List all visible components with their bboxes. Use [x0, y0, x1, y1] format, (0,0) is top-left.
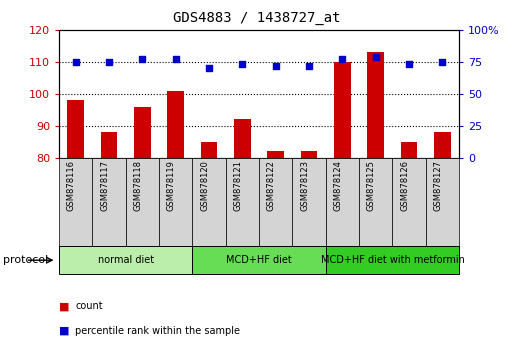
- Bar: [234, 119, 251, 158]
- Text: GSM878124: GSM878124: [333, 160, 343, 211]
- Point: [338, 57, 346, 62]
- Text: GSM878117: GSM878117: [100, 160, 109, 211]
- Point: [271, 63, 280, 69]
- Text: normal diet: normal diet: [97, 255, 154, 265]
- Bar: [367, 52, 384, 158]
- Point: [105, 59, 113, 65]
- Bar: [292, 158, 326, 246]
- Point: [205, 65, 213, 71]
- Text: GSM878126: GSM878126: [400, 160, 409, 211]
- Bar: [59, 158, 92, 246]
- Bar: [192, 158, 226, 246]
- Bar: [301, 151, 318, 158]
- Bar: [92, 158, 126, 246]
- Bar: [101, 132, 117, 158]
- Bar: [67, 100, 84, 158]
- Bar: [159, 158, 192, 246]
- Bar: [326, 158, 359, 246]
- Bar: [134, 107, 151, 158]
- Bar: [126, 158, 159, 246]
- Bar: [59, 246, 192, 274]
- Point: [305, 63, 313, 69]
- Bar: [267, 151, 284, 158]
- Text: GDS4883 / 1438727_at: GDS4883 / 1438727_at: [173, 11, 340, 25]
- Text: ■: ■: [59, 326, 69, 336]
- Point: [371, 54, 380, 60]
- Text: GSM878123: GSM878123: [300, 160, 309, 211]
- Text: GSM878118: GSM878118: [133, 160, 143, 211]
- Point: [405, 62, 413, 67]
- Text: count: count: [75, 301, 103, 311]
- Text: GSM878121: GSM878121: [233, 160, 242, 211]
- Bar: [226, 158, 259, 246]
- Bar: [201, 142, 218, 158]
- Text: GSM878120: GSM878120: [200, 160, 209, 211]
- Text: GSM878122: GSM878122: [267, 160, 276, 211]
- Text: ■: ■: [59, 301, 69, 311]
- Text: GSM878127: GSM878127: [433, 160, 442, 211]
- Text: GSM878116: GSM878116: [67, 160, 76, 211]
- Text: percentile rank within the sample: percentile rank within the sample: [75, 326, 241, 336]
- Bar: [326, 246, 459, 274]
- Text: MCD+HF diet: MCD+HF diet: [226, 255, 292, 265]
- Bar: [192, 246, 326, 274]
- Bar: [401, 142, 418, 158]
- Bar: [392, 158, 426, 246]
- Text: MCD+HF diet with metformin: MCD+HF diet with metformin: [321, 255, 464, 265]
- Text: protocol: protocol: [3, 255, 48, 265]
- Text: GSM878125: GSM878125: [367, 160, 376, 211]
- Bar: [259, 158, 292, 246]
- Point: [71, 59, 80, 65]
- Bar: [426, 158, 459, 246]
- Bar: [359, 158, 392, 246]
- Bar: [434, 132, 451, 158]
- Point: [438, 59, 446, 65]
- Bar: [167, 91, 184, 158]
- Bar: [334, 62, 351, 158]
- Point: [238, 62, 246, 67]
- Point: [138, 57, 147, 62]
- Point: [171, 57, 180, 62]
- Text: GSM878119: GSM878119: [167, 160, 175, 211]
